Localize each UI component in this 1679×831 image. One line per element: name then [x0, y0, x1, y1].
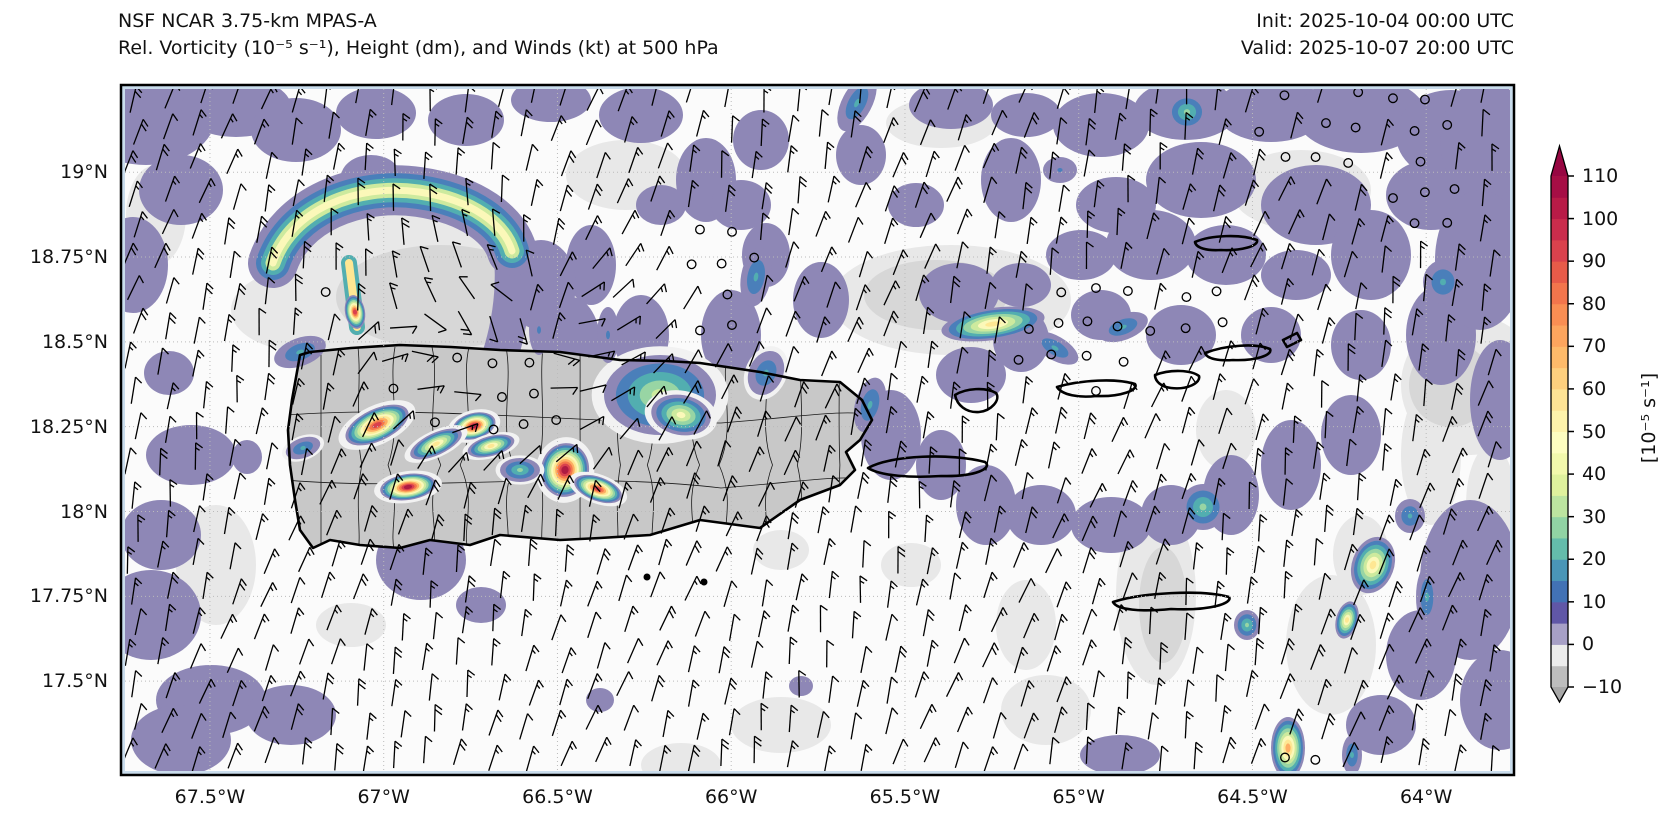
x-axis-tick-label: 64°W — [1399, 786, 1453, 808]
colorbar-tick-label: 90 — [1582, 250, 1607, 273]
y-axis-tick-label: 17.5°N — [41, 670, 108, 693]
valid-time-label: Valid: 2025-10-07 20:00 UTC — [1240, 37, 1514, 59]
colorbar-tick-label: 60 — [1582, 377, 1607, 400]
figure-title: NSF NCAR 3.75-km MPAS-A — [118, 10, 377, 32]
colorbar-tick-label: 0 — [1582, 633, 1595, 656]
init-time-label: Init: 2025-10-04 00:00 UTC — [1256, 10, 1514, 32]
colorbar-tick-label: 100 — [1582, 207, 1619, 230]
y-axis-tick-label: 18.75°N — [29, 246, 108, 269]
vorticity-maxima-layer — [274, 89, 1463, 771]
y-axis-tick-label: 18°N — [60, 500, 108, 523]
colorbar-extend-under — [1551, 687, 1568, 702]
x-axis-tick-label: 67°W — [357, 786, 410, 808]
x-axis-tick-label: 65°W — [1052, 786, 1105, 808]
colorbar-tick-label: 40 — [1582, 463, 1607, 486]
figure-subtitle: Rel. Vorticity (10⁻⁵ s⁻¹), Height (dm), … — [118, 37, 719, 59]
y-axis-tick-label: 18.25°N — [29, 415, 108, 438]
x-axis-tick-label: 65.5°W — [869, 786, 941, 808]
coastlines — [286, 234, 1303, 612]
x-axis-tick-label: 66.5°W — [522, 786, 593, 808]
time-block: Init: 2025-10-04 00:00 UTC Valid: 2025-1… — [1100, 8, 1514, 62]
colorbar-tick-label: 110 — [1582, 165, 1619, 187]
map-plot-area — [119, 83, 1516, 777]
x-axis-tick-label: 67.5°W — [174, 786, 246, 808]
colorbar — [1550, 143, 1574, 704]
x-axis-tick-label: 64.5°W — [1217, 786, 1288, 808]
colorbar-tick-label: 80 — [1582, 292, 1607, 315]
y-axis-tick-label: 18.5°N — [41, 330, 108, 353]
colorbar-unit-label: [10⁻⁵ s⁻¹] — [1638, 372, 1660, 464]
colorbar-tick-label: 20 — [1582, 548, 1607, 571]
colorbar-extend-over — [1551, 146, 1568, 176]
x-axis-tick-label: 66°W — [704, 786, 758, 808]
colorbar-tick-label: 10 — [1582, 590, 1607, 613]
y-axis-tick-label: 17.75°N — [29, 585, 108, 608]
wind-barbs-layer — [125, 89, 1503, 771]
y-axis-tick-label: 19°N — [60, 161, 108, 184]
positive-vorticity-layer — [125, 89, 1510, 771]
vorticity-hook-feature — [248, 165, 537, 441]
colorbar-tick-label: 30 — [1582, 505, 1607, 528]
colorbar-tick-label: 70 — [1582, 335, 1607, 358]
colorbar-tick-label: −10 — [1582, 676, 1623, 698]
colorbar-tick-label: 50 — [1582, 420, 1607, 443]
title-block: NSF NCAR 3.75-km MPAS-A Rel. Vorticity (… — [118, 8, 719, 62]
map-frame — [119, 83, 1516, 777]
